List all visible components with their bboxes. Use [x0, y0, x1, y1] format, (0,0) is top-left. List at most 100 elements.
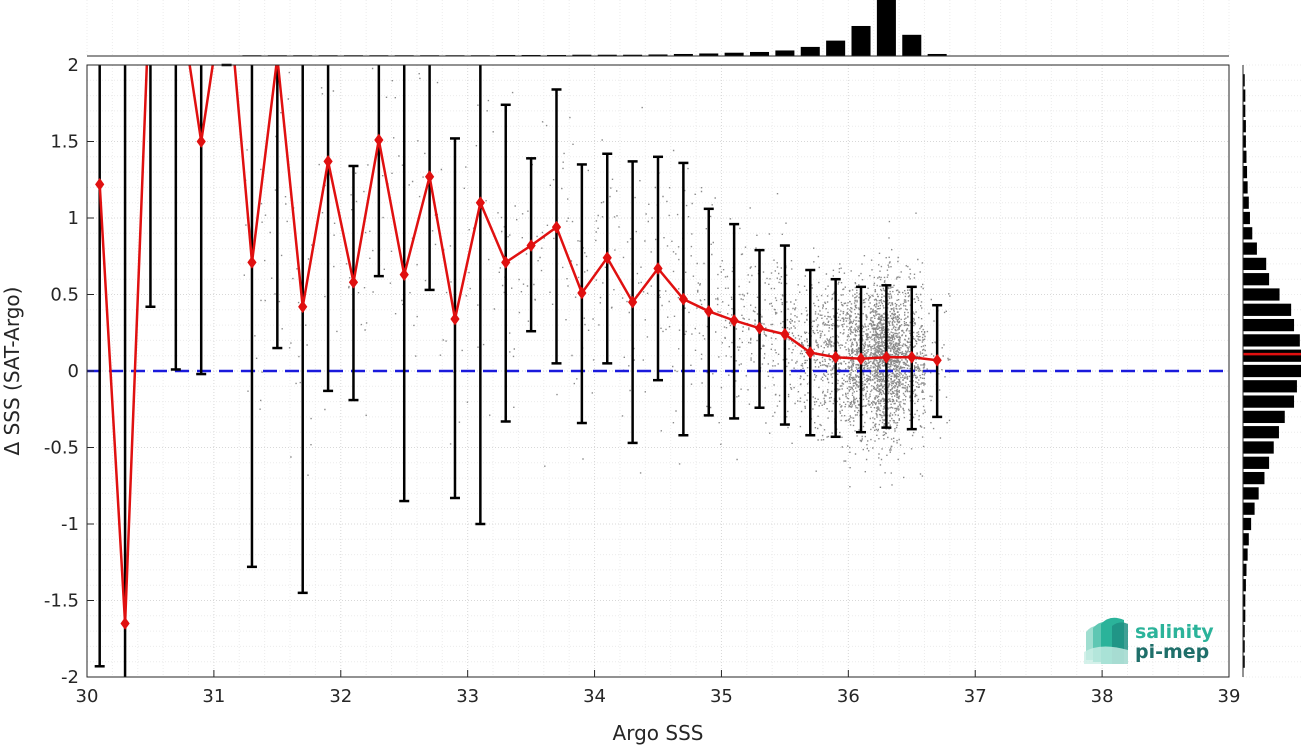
- x-tick-label: 39: [1218, 686, 1241, 707]
- x-tick-label: 32: [329, 686, 352, 707]
- x-tick-label: 33: [456, 686, 479, 707]
- right-histogram-bar: [1243, 165, 1248, 179]
- right-histogram-bar: [1243, 303, 1292, 316]
- mean-marker: [526, 239, 536, 252]
- y-tick-label: 0.5: [50, 285, 79, 306]
- right-histogram-bar: [1243, 533, 1249, 546]
- right-histogram-bar: [1243, 456, 1270, 469]
- top-histogram-bar: [623, 54, 643, 56]
- mean-marker: [577, 286, 587, 300]
- right-histogram-bar: [1243, 395, 1295, 408]
- x-tick-label: 35: [710, 686, 733, 707]
- error-bar: [272, 65, 283, 350]
- right-histogram-bar: [1243, 441, 1274, 454]
- top-histogram-bar: [775, 50, 795, 56]
- top-histogram-bar: [800, 46, 820, 56]
- top-histogram: [86, 0, 1230, 57]
- x-tick-label: 37: [964, 686, 987, 707]
- mean-marker: [247, 256, 257, 269]
- top-histogram-bar: [546, 54, 567, 56]
- right-histogram-bar: [1243, 89, 1246, 102]
- right-histogram-bar: [1243, 548, 1248, 561]
- top-histogram-bar: [927, 53, 947, 56]
- right-histogram-bar: [1243, 349, 1301, 362]
- x-tick-label: 31: [202, 686, 225, 707]
- x-tick-label: 38: [1091, 686, 1114, 707]
- right-histogram-bar: [1243, 288, 1280, 301]
- mean-marker: [780, 327, 790, 341]
- x-tick-label: 34: [583, 686, 606, 707]
- mean-marker: [678, 292, 688, 306]
- right-histogram-bar: [1243, 227, 1253, 240]
- error-bar: [94, 65, 105, 668]
- mean-marker: [348, 275, 359, 289]
- right-histogram-bar: [1243, 196, 1249, 209]
- right-histogram-bar: [1243, 211, 1250, 225]
- binned-mean-series: [95, 65, 942, 630]
- x-tick-label: 30: [76, 686, 99, 707]
- mean-marker: [856, 352, 866, 366]
- scatter-points: [243, 67, 951, 492]
- right-histogram-bar: [1243, 426, 1279, 439]
- mean-marker: [805, 346, 815, 359]
- right-histogram-bar: [1243, 410, 1285, 424]
- mean-marker: [881, 350, 892, 364]
- top-histogram-bar: [902, 34, 922, 56]
- top-histogram-bar: [496, 54, 516, 56]
- mean-marker: [602, 251, 612, 265]
- top-histogram-bar: [597, 54, 617, 56]
- mean-marker: [323, 155, 333, 168]
- error-bar: [297, 65, 308, 595]
- y-tick-label: 1: [68, 208, 79, 229]
- right-histogram-bar: [1243, 640, 1245, 653]
- right-histogram-bar: [1243, 120, 1246, 133]
- mean-marker: [754, 321, 765, 335]
- right-histogram-bar: [1243, 502, 1255, 515]
- top-histogram-bar: [521, 54, 541, 56]
- right-histogram-bar: [1243, 594, 1246, 607]
- mean-marker: [907, 350, 917, 364]
- right-histogram-bar: [1243, 563, 1247, 577]
- right-histogram-bar: [1243, 655, 1245, 668]
- y-tick-label: 0: [68, 361, 79, 382]
- salinity-pimep-logo: salinity pi-mep: [1084, 617, 1214, 664]
- x-axis-ticks: 30 31 32 33 34 35 36 37 38 39: [76, 670, 1241, 707]
- top-histogram-bar: [749, 51, 770, 56]
- right-histogram-bar: [1243, 380, 1297, 393]
- top-histogram-bar: [724, 52, 744, 56]
- mean-line: [98, 65, 938, 624]
- right-histogram-bar: [1243, 517, 1252, 531]
- mean-marker: [831, 350, 841, 364]
- right-histogram-bar: [1243, 242, 1257, 255]
- y-tick-label: -1.5: [44, 591, 79, 612]
- top-histogram-bar: [673, 53, 693, 56]
- right-histogram-bar: [1243, 334, 1300, 347]
- top-histogram-bar: [648, 54, 668, 56]
- top-histogram-bar: [572, 54, 592, 56]
- y-tick-label: -0.5: [44, 438, 79, 459]
- right-histogram-bar: [1243, 579, 1246, 592]
- error-bar: [399, 65, 410, 503]
- mean-marker: [399, 268, 409, 281]
- error-bar: [246, 65, 257, 569]
- top-histogram-bar: [851, 25, 871, 56]
- top-histogram-area: [87, 0, 1229, 56]
- mean-marker: [932, 353, 942, 367]
- mean-marker: [729, 314, 739, 327]
- right-histogram-bar: [1243, 487, 1259, 500]
- mean-marker: [450, 312, 460, 326]
- error-bar: [145, 65, 156, 308]
- mean-marker: [196, 135, 206, 148]
- right-histogram-bar: [1243, 74, 1245, 87]
- right-histogram-bar: [1243, 257, 1267, 271]
- right-histogram-bar: [1243, 150, 1247, 163]
- x-axis-title: Argo SSS: [613, 721, 704, 745]
- right-histogram: [1242, 64, 1301, 678]
- right-histogram-bar: [1243, 624, 1245, 638]
- y-tick-label: 1.5: [50, 132, 79, 153]
- mean-marker: [95, 177, 105, 191]
- top-histogram-bar: [826, 40, 846, 56]
- error-bar: [196, 65, 207, 376]
- y-tick-label: -2: [61, 667, 79, 688]
